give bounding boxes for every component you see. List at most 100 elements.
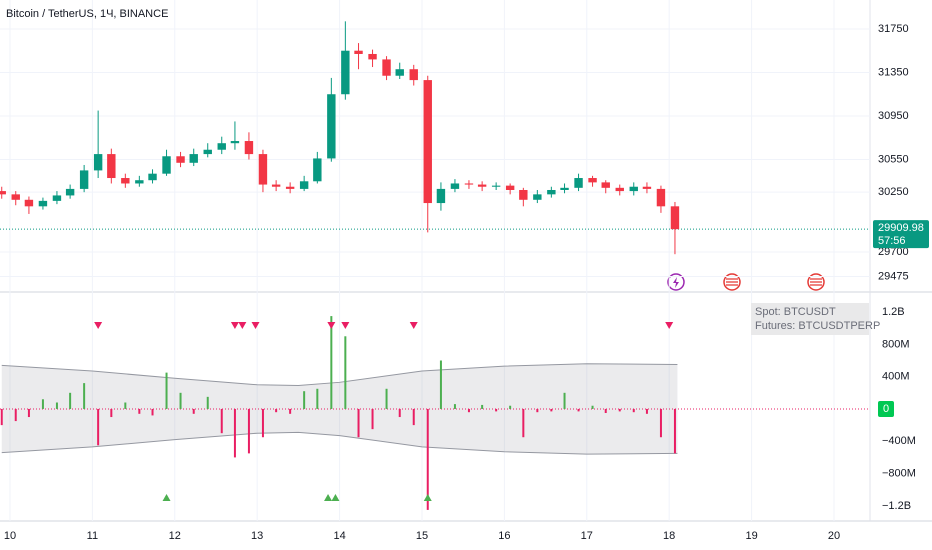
- y-tick-label: −1.2B: [882, 500, 911, 512]
- signal-down: [230, 322, 239, 329]
- x-tick-label: 13: [251, 530, 263, 542]
- legend-box: [751, 303, 869, 335]
- candle-body: [299, 181, 309, 189]
- delta-bar: [645, 408, 648, 414]
- candle-body: [436, 188, 446, 204]
- x-tick-label: 11: [87, 530, 98, 542]
- delta-bar: [247, 408, 250, 454]
- delta-bar: [316, 388, 319, 409]
- delta-bar: [55, 402, 58, 409]
- delta-bar: [481, 404, 484, 409]
- delta-bar: [632, 408, 635, 413]
- candle-body: [477, 184, 487, 187]
- signal-up: [423, 494, 432, 501]
- delta-bar: [673, 408, 676, 454]
- event-icon: [726, 278, 738, 286]
- x-tick-label: 12: [169, 530, 181, 542]
- candle-body: [230, 141, 240, 144]
- delta-bar: [0, 408, 3, 426]
- y-tick-label: 30250: [878, 186, 909, 198]
- signal-down: [251, 322, 260, 329]
- delta-bar: [522, 408, 525, 438]
- delta-bar: [151, 408, 154, 416]
- delta-bar: [371, 408, 374, 430]
- candle-body: [135, 180, 144, 184]
- delta-bar: [453, 404, 456, 409]
- candle-body: [560, 187, 569, 190]
- candle-body: [423, 80, 432, 204]
- candle-body: [285, 186, 295, 189]
- delta-bar: [27, 408, 30, 418]
- candle-body: [505, 185, 515, 190]
- delta-bar: [591, 405, 594, 409]
- countdown-label: 57:56: [878, 235, 906, 247]
- delta-bar: [206, 396, 209, 409]
- x-tick-label: 19: [745, 530, 757, 542]
- candle-body: [244, 141, 254, 155]
- candle-body: [189, 154, 198, 163]
- signal-down: [94, 322, 103, 329]
- y-tick-label: 29700: [878, 246, 909, 258]
- candle-body: [38, 200, 48, 207]
- delta-bar: [659, 408, 662, 438]
- candle-body: [341, 50, 350, 95]
- signal-down: [327, 322, 336, 329]
- last-price-label: 29909.98: [878, 222, 924, 234]
- event-icons: [667, 273, 825, 291]
- delta-bar: [289, 408, 292, 414]
- delta-bar: [536, 408, 539, 413]
- candle-body: [395, 69, 404, 76]
- candle-body: [574, 178, 583, 188]
- y-tick-label: 30550: [878, 153, 909, 165]
- candle-body: [93, 154, 103, 171]
- candle-body: [148, 173, 157, 181]
- candle-body: [588, 178, 597, 183]
- delta-bar: [179, 392, 182, 409]
- candle-body: [271, 184, 281, 187]
- delta-bar: [220, 408, 223, 434]
- x-tick-label: 14: [333, 530, 345, 542]
- candle-body: [409, 69, 418, 81]
- candle-body: [162, 156, 171, 174]
- candle-body: [642, 186, 652, 189]
- legend-entry: Spot: BTCUSDT: [755, 306, 836, 318]
- candle-body: [450, 183, 460, 189]
- candle-body: [615, 187, 624, 192]
- signal-down: [238, 322, 247, 329]
- y-tick-label: 0: [883, 403, 889, 415]
- delta-bar: [83, 383, 86, 409]
- chart-title: Bitcoin / TetherUS, 1Ч, BINANCE: [6, 8, 168, 20]
- y-tick-label: 31350: [878, 66, 909, 78]
- signal-up: [331, 494, 340, 501]
- delta-bar: [467, 408, 470, 413]
- delta-bar: [577, 408, 580, 412]
- candle-body: [258, 154, 268, 185]
- delta-bar: [412, 408, 415, 426]
- delta-bar: [97, 408, 100, 446]
- delta-bar: [192, 408, 195, 414]
- y-tick-label: 30950: [878, 110, 909, 122]
- delta-bar: [124, 402, 127, 409]
- y-tick-label: 800M: [882, 338, 910, 350]
- candle-body: [11, 194, 20, 200]
- y-tick-label: 1.2B: [882, 306, 905, 318]
- legend-entry: Futures: BTCUSDTPERP: [755, 320, 880, 332]
- delta-bar: [330, 316, 333, 409]
- candle-body: [519, 189, 528, 200]
- delta-bar: [495, 408, 498, 412]
- candle-body: [52, 195, 62, 201]
- candle-body: [656, 188, 666, 207]
- candle-body: [24, 199, 34, 207]
- y-tick-label: 400M: [882, 371, 910, 383]
- plot: [0, 21, 870, 510]
- candle-body: [0, 191, 6, 195]
- delta-bar: [357, 408, 360, 438]
- signal-up: [162, 494, 171, 501]
- candle-body: [203, 149, 212, 155]
- x-tick-label: 18: [663, 530, 675, 542]
- delta-bar: [509, 405, 512, 409]
- candle-body: [368, 53, 377, 60]
- candle-body: [176, 156, 185, 163]
